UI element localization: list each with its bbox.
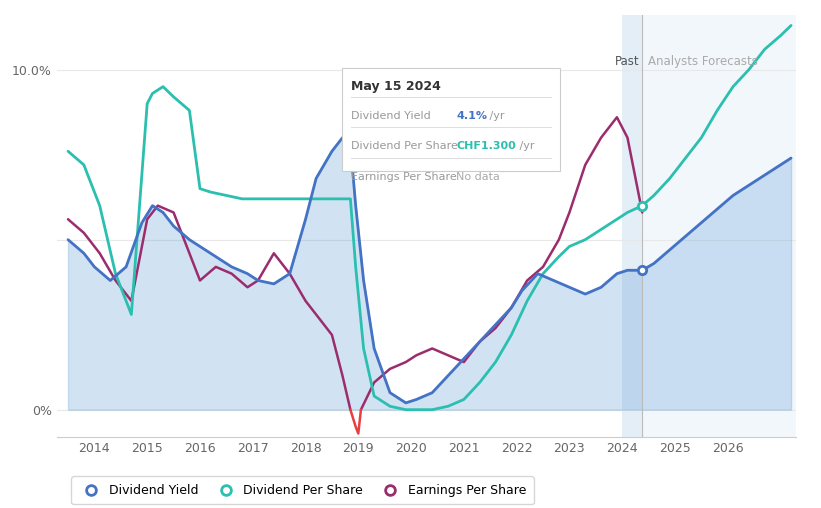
Text: CHF1.300: CHF1.300	[456, 141, 516, 151]
Text: No data: No data	[456, 172, 500, 182]
Text: 4.1%: 4.1%	[456, 111, 488, 120]
Text: Earnings Per Share: Earnings Per Share	[351, 172, 456, 182]
Text: /yr: /yr	[486, 111, 505, 120]
Text: Analysts Forecasts: Analysts Forecasts	[648, 55, 758, 68]
Text: /yr: /yr	[516, 141, 534, 151]
Text: May 15 2024: May 15 2024	[351, 80, 441, 92]
Text: Dividend Yield: Dividend Yield	[351, 111, 430, 120]
Bar	[642, 15, 807, 437]
FancyBboxPatch shape	[342, 68, 560, 171]
Text: Past: Past	[615, 55, 640, 68]
Text: Dividend Per Share: Dividend Per Share	[351, 141, 457, 151]
Bar	[622, 15, 642, 437]
Legend: Dividend Yield, Dividend Per Share, Earnings Per Share: Dividend Yield, Dividend Per Share, Earn…	[71, 477, 534, 504]
